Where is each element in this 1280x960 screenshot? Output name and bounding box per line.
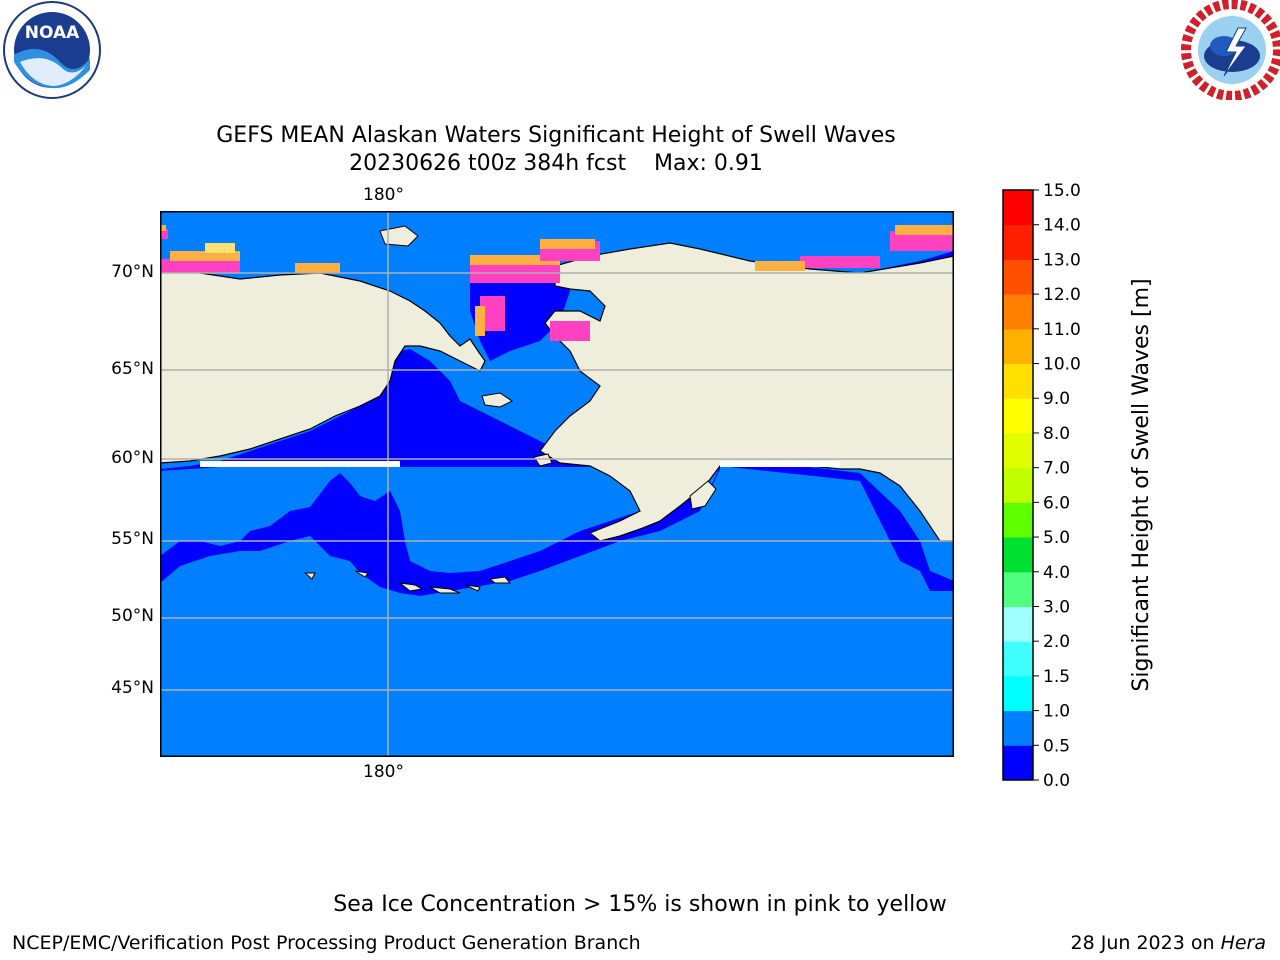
sea-ice-note: Sea Ice Concentration > 15% is shown in … [333,892,947,917]
nws-logo [1181,0,1280,100]
sea-ice-orange [160,225,166,231]
colorbar-label: Significant Height of Swell Waves [m] [1129,278,1154,692]
lat-label-60: 60°N [111,448,154,468]
sea-ice-orange [540,239,595,249]
sea-ice-orange [470,255,560,265]
colorbar-tick-label: 15.0 [1043,181,1081,201]
colorbar-tick-label: 12.0 [1043,285,1081,305]
colorbar-tick-label: 4.0 [1043,563,1070,583]
lon-label-bottom: 180° [363,762,404,782]
noaa-logo: NOAA [3,1,101,99]
map-panel [160,211,954,757]
colorbar-swatch [1003,571,1033,607]
noaa-logo-text: NOAA [25,23,80,43]
lat-label-70: 70°N [111,262,154,282]
colorbar-swatch [1003,537,1033,573]
colorbar-swatch [1003,606,1033,642]
colorbar-swatch [1003,675,1033,712]
colorbar-tick-label: 10.0 [1043,355,1081,375]
sea-ice-pink [800,256,880,268]
colorbar: 0.0 0.5 1.0 1.5 2.0 3.0 4.0 5.0 6.0 7.0 8.0 9.0 10.0… [1002,181,1081,790]
footer-host: Hera [1220,932,1266,954]
colorbar-tick-label: 2.0 [1043,632,1070,652]
lon-label-top: 180° [363,185,404,205]
colorbar-swatch [1003,190,1033,226]
colorbar-tick-label: 8.0 [1043,424,1070,444]
colorbar-swatch [1003,398,1033,434]
land-kodiak [689,480,717,510]
sea-ice-pink [550,321,590,341]
lat-label-65: 65°N [111,359,154,379]
colorbar-swatch [1003,467,1033,503]
sea-ice-orange [295,263,340,273]
footer-date: 28 Jun 2023 on [1070,932,1221,954]
colorbar-tick-label: 9.0 [1043,389,1070,409]
footer-left: NCEP/EMC/Verification Post Processing Pr… [12,932,641,954]
land-wrangel-island [379,225,419,247]
colorbar-swatch [1003,710,1033,746]
graticule [160,211,954,757]
colorbar-swatch [1003,745,1033,781]
map-frame [160,211,954,757]
ocean-low-swell [160,446,954,596]
sea-ice-orange [895,225,954,235]
lat-label-50: 50°N [111,606,154,626]
footer-right: 28 Jun 2023 on Hera [1071,932,1266,954]
chart-subtitle: 20230626 t00z 384h fcst Max: 0.91 [349,151,763,176]
colorbar-tick-label: 11.0 [1043,320,1081,340]
colorbar-swatch [1003,259,1033,295]
colorbar-tick-label: 0.5 [1043,736,1070,756]
colorbar-tick-label: 0.0 [1043,771,1070,790]
land-nunivak-island [533,453,553,467]
colorbar-tick-label: 1.5 [1043,667,1070,687]
sea-ice-orange [755,261,805,271]
sea-ice-pink [160,229,168,239]
sea-ice [160,225,954,341]
colorbar-swatch [1003,328,1033,365]
colorbar-swatch [1003,294,1033,330]
colorbar-tick-label: 3.0 [1043,597,1070,617]
aleutian-islands [303,570,512,594]
colorbar-tick-label: 1.0 [1043,702,1070,722]
colorbar-swatch [1003,224,1033,260]
sea-ice-yellow [205,243,235,253]
colorbar-tick-label: 6.0 [1043,493,1070,513]
land-alaska [539,242,954,542]
chart-title: GEFS MEAN Alaskan Waters Significant Hei… [216,123,896,148]
sea-ice-pink [890,231,954,251]
land-siberia [160,268,486,464]
colorbar-tick-label: 13.0 [1043,250,1081,270]
lat-label-55: 55°N [111,529,154,549]
ocean-low-swell-north [160,349,630,471]
colorbar-swatch [1003,363,1033,399]
no-data-strip [720,461,840,467]
colorbar-tick-label: 14.0 [1043,216,1081,236]
sea-ice-orange [475,306,485,336]
ocean-low-swell-chukchi [470,266,570,361]
sea-ice-orange [170,251,240,261]
no-data-strip [200,461,400,467]
lat-label-45: 45°N [111,678,154,698]
colorbar-swatch [1003,432,1033,469]
colorbar-tick-label: 7.0 [1043,459,1070,479]
colorbar-swatch [1003,641,1033,677]
colorbar-swatch [1003,502,1033,538]
land-st-lawrence-island [481,392,513,408]
sea-ice-pink [160,259,240,273]
colorbar-frame [1002,189,1034,781]
colorbar-tick-label: 5.0 [1043,528,1070,548]
